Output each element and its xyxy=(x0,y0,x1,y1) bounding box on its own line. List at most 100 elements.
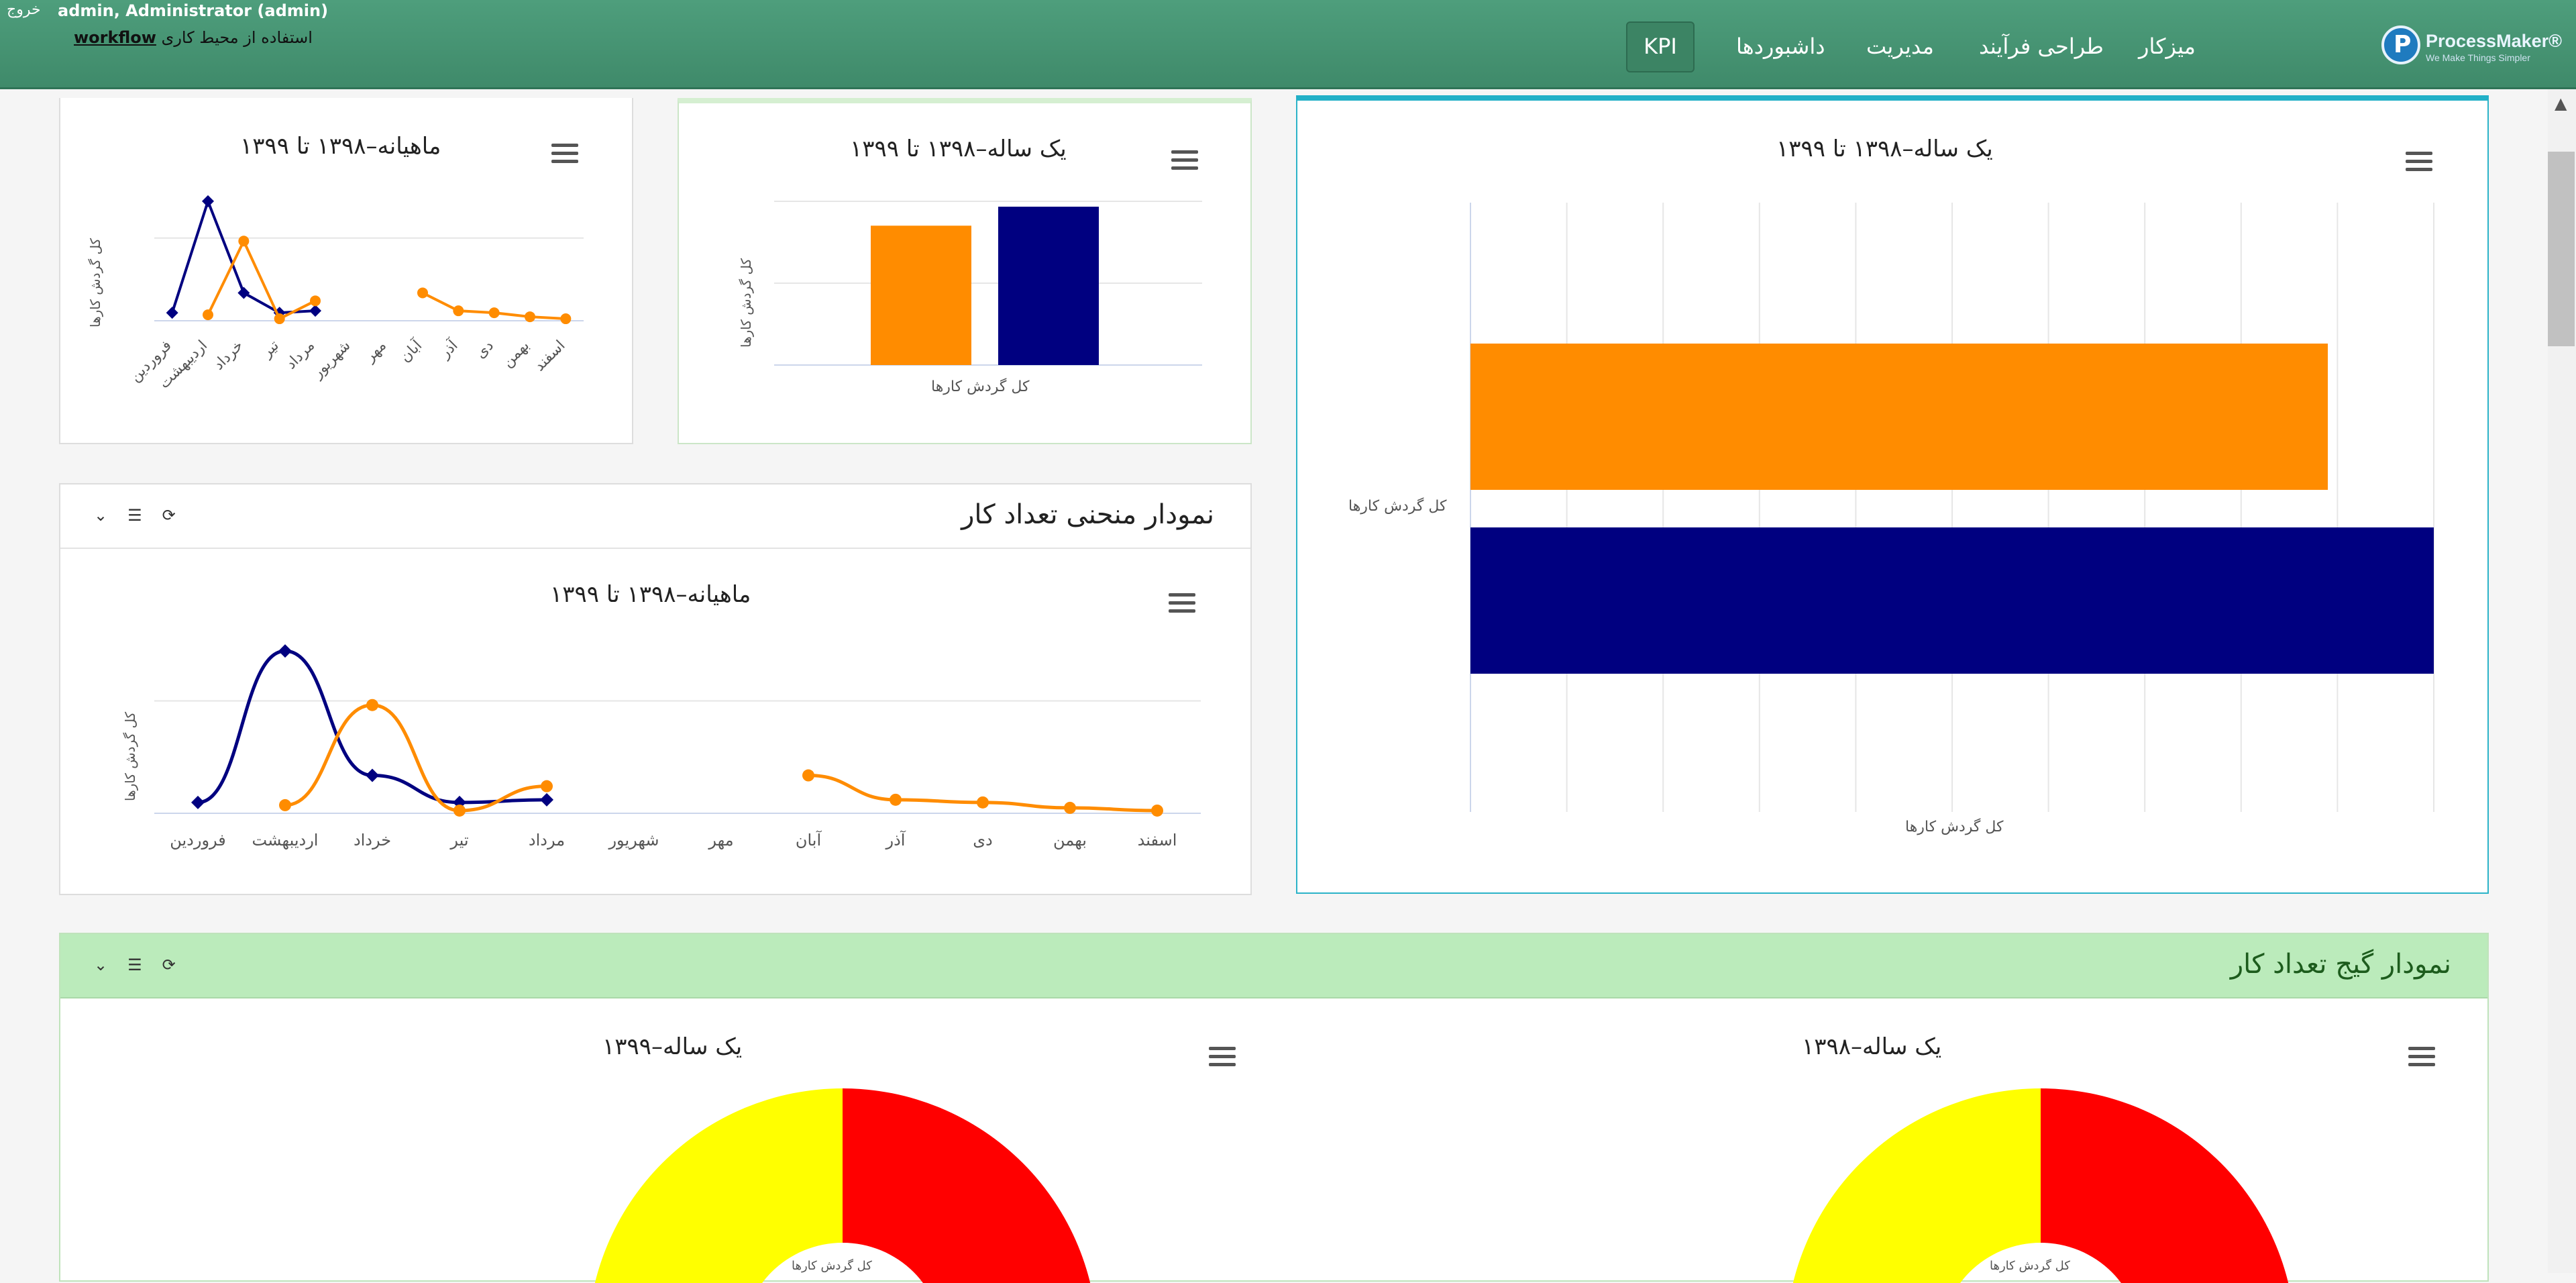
data-point-circle xyxy=(453,804,466,817)
x-tick-label: فروردین xyxy=(170,831,226,850)
nav-dashboards[interactable]: داشبوردها xyxy=(1736,34,1825,59)
right-gauge-title: یک ساله–۱۳۹۸ xyxy=(1802,1033,1942,1060)
x-tick-label: دی xyxy=(472,338,497,362)
logout-link[interactable]: خروج xyxy=(7,1,41,18)
chart-title: ماهیانه–۱۳۹۸ تا ۱۳۹۹ xyxy=(550,581,751,608)
x-tick-label: تیر xyxy=(258,338,282,362)
bar xyxy=(1470,344,2328,490)
x-tick-label: آذر xyxy=(885,830,906,850)
list-icon[interactable]: ☰ xyxy=(127,506,142,525)
x-tick-label: مرداد xyxy=(529,831,565,850)
chart-menu-icon[interactable] xyxy=(1169,593,1195,615)
data-point-diamond xyxy=(237,287,250,299)
data-point-circle xyxy=(453,305,464,317)
data-point-circle xyxy=(560,313,572,325)
data-point-circle xyxy=(310,295,321,307)
x-tick-label: آبان xyxy=(796,830,822,850)
x-tick-label: اردیبهشت xyxy=(252,831,319,850)
x-tick-label: اسفند xyxy=(531,338,569,375)
nav-kpi[interactable]: KPI xyxy=(1626,21,1695,72)
curve-chart-svg: فروردین اردیبهشت خرداد تیر مرداد شهریور مهر آبا… xyxy=(154,644,1201,850)
data-point-circle xyxy=(279,799,291,811)
chart-title: یک ساله–۱۳۹۸ تا ۱۳۹۹ xyxy=(1776,136,1993,162)
nav-admin[interactable]: مدیریت xyxy=(1866,34,1934,59)
user-name: admin, Administrator (admin) xyxy=(58,1,329,20)
left-gauge-label: کل گردش کارها xyxy=(792,1259,872,1273)
scroll-up-arrow-icon[interactable]: ▲ xyxy=(2555,94,2567,113)
scrollbar-thumb[interactable] xyxy=(2548,152,2575,346)
panel-tools: ⌄ ☰ ⟳ xyxy=(94,506,196,525)
data-point-diamond xyxy=(540,792,553,807)
gauge-chart-panel: ⌄ ☰ ⟳ نمودار گیج تعداد کار یک ساله–۱۳۹۹ یک… xyxy=(59,933,2489,1283)
right-gauge-menu-icon[interactable] xyxy=(2408,1047,2435,1068)
x-tick-label: بهمن xyxy=(1053,831,1087,850)
curve-chart-panel: ⌄ ☰ ⟳ نمودار منحنی تعداد کار ماهیانه–۱۳۹۸ … xyxy=(59,483,1252,895)
nav-designer[interactable]: طراحی فرآیند xyxy=(1979,34,2104,59)
series-line xyxy=(284,703,547,813)
data-point-circle xyxy=(366,699,378,711)
data-point-diamond xyxy=(166,307,178,319)
x-tick-label: آذر xyxy=(435,336,462,362)
small-line-chart-card: ماهیانه–۱۳۹۸ تا ۱۳۹۹ کل گردش کارها فرورد… xyxy=(59,98,633,444)
x-tick-label: دی xyxy=(973,831,992,850)
small-bar-chart-card: یک ساله–۱۳۹۸ تا ۱۳۹۹ کل گردش کارها کل گر… xyxy=(678,98,1252,444)
data-point-circle xyxy=(274,313,285,325)
x-tick-label: تیر xyxy=(449,831,468,850)
bar xyxy=(1470,527,2434,674)
data-point-diamond xyxy=(191,795,205,809)
chart-menu-icon[interactable] xyxy=(2406,152,2432,173)
workspace-link[interactable]: workflow xyxy=(74,28,156,47)
gauge-band-red xyxy=(843,1088,1091,1283)
x-tick-label: شهریور xyxy=(608,831,659,850)
data-point-diamond xyxy=(366,768,379,782)
bar xyxy=(998,207,1099,365)
refresh-icon[interactable]: ⟳ xyxy=(162,956,176,974)
gauge-band-red xyxy=(2041,1088,2289,1283)
chart-menu-icon[interactable] xyxy=(551,144,578,165)
data-point-circle xyxy=(417,287,428,299)
data-point-diamond xyxy=(309,305,321,317)
logo-tagline: We Make Things Simpler xyxy=(2426,52,2530,63)
data-point-circle xyxy=(541,780,553,792)
data-point-circle xyxy=(890,793,902,806)
data-point-circle xyxy=(802,769,814,782)
nav-home[interactable]: میزکار xyxy=(2139,34,2196,59)
list-icon[interactable]: ☰ xyxy=(127,956,142,974)
x-tick-label: اسفند xyxy=(1138,831,1177,850)
series-line xyxy=(207,238,316,321)
logo-icon xyxy=(2381,25,2420,64)
small-bar-chart-svg xyxy=(774,201,1202,366)
gauge-band-yellow xyxy=(594,1088,843,1283)
gauge-band-yellow xyxy=(1792,1088,2041,1283)
big-hbar-chart-svg xyxy=(1470,203,2434,812)
panel-tools: ⌄ ☰ ⟳ xyxy=(94,956,196,974)
data-point-circle xyxy=(1151,804,1163,817)
x-tick-label: خرداد xyxy=(211,338,247,374)
x-axis-title: کل گردش کارها xyxy=(931,378,1030,395)
data-point-circle xyxy=(238,236,250,247)
logo-text: ProcessMaker® xyxy=(2426,31,2563,51)
left-gauge-menu-icon[interactable] xyxy=(1209,1047,1236,1068)
x-tick-label: بهمن xyxy=(499,338,533,371)
x-tick-label: مهر xyxy=(361,338,389,366)
refresh-icon[interactable]: ⟳ xyxy=(162,506,176,525)
big-hbar-chart-card: یک ساله–۱۳۹۸ تا ۱۳۹۹ کل گردش کارها کل گر… xyxy=(1296,95,2489,894)
processmaker-logo[interactable]: ProcessMaker® We Make Things Simpler xyxy=(2381,25,2562,66)
chart-title: ماهیانه–۱۳۹۸ تا ۱۳۹۹ xyxy=(240,133,441,160)
top-navbar: خروج admin, Administrator (admin) workfl… xyxy=(0,0,2576,89)
data-point-circle xyxy=(203,309,213,321)
chart-menu-icon[interactable] xyxy=(1171,150,1198,172)
right-gauge-label: کل گردش کارها xyxy=(1990,1259,2070,1273)
x-axis-title: کل گردش کارها xyxy=(1905,819,2004,835)
x-tick-label: مهر xyxy=(708,831,733,850)
data-point-circle xyxy=(977,796,989,809)
data-point-circle xyxy=(1064,801,1076,814)
collapse-chevron-icon[interactable]: ⌄ xyxy=(94,956,108,974)
workspace-info: workflow استفاده از محیط کاری xyxy=(74,28,313,47)
x-tick-label: شهریور xyxy=(309,338,354,382)
panel-title: نمودار منحنی تعداد کار xyxy=(961,499,1214,530)
collapse-chevron-icon[interactable]: ⌄ xyxy=(94,506,108,525)
panel-header: ⌄ ☰ ⟳ نمودار گیج تعداد کار xyxy=(60,934,2487,998)
panel-header: ⌄ ☰ ⟳ نمودار منحنی تعداد کار xyxy=(60,484,1250,549)
